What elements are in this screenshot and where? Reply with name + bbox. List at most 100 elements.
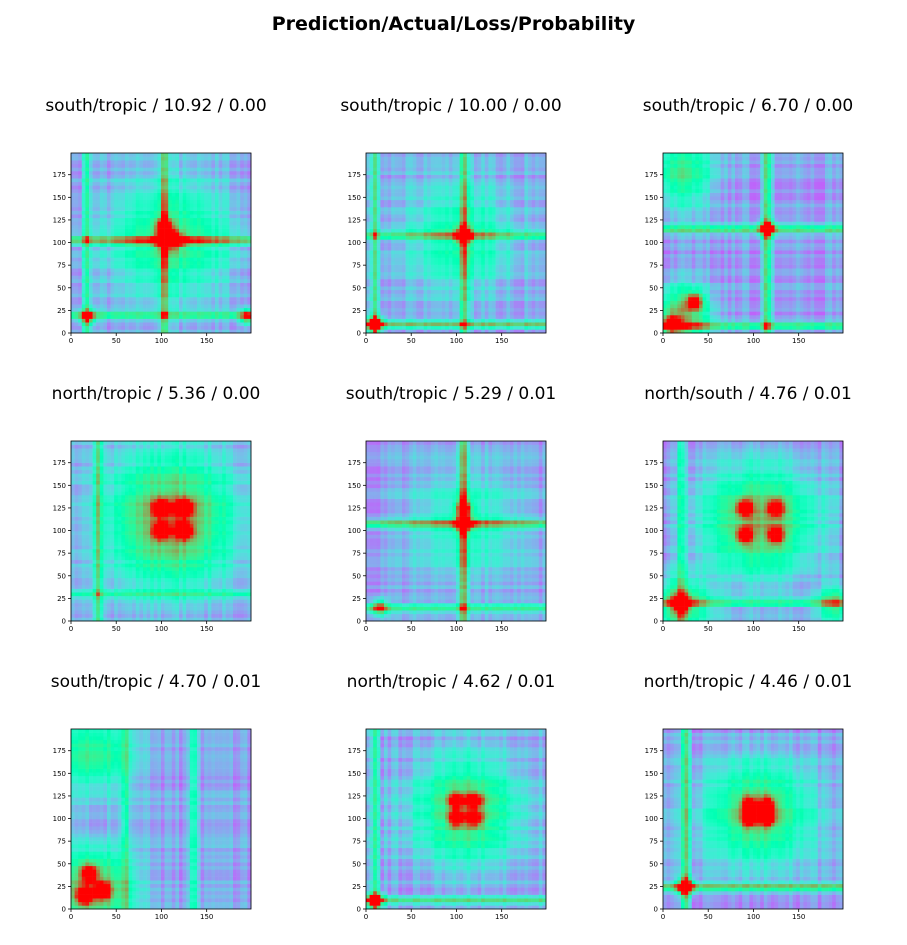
heatmap-cell	[528, 167, 532, 172]
heatmap-cell	[366, 282, 370, 287]
heatmap-cell	[405, 217, 410, 222]
heatmap-cell	[157, 178, 162, 183]
heatmap-cell	[121, 196, 126, 201]
heatmap-cell	[484, 199, 489, 204]
heatmap-cell	[495, 297, 500, 301]
heatmap-cell	[125, 181, 129, 186]
heatmap-cell	[229, 253, 234, 258]
heatmap-cell	[78, 253, 83, 258]
heatmap-cell	[459, 329, 464, 334]
heatmap-cell	[463, 300, 468, 305]
heatmap-cell	[463, 322, 468, 327]
heatmap-cell	[499, 189, 504, 193]
heatmap-cell	[157, 196, 162, 201]
heatmap-cell	[71, 210, 75, 215]
heatmap-cell	[128, 232, 133, 237]
heatmap-cell	[225, 257, 230, 262]
heatmap-cell	[452, 293, 457, 298]
heatmap-cell	[222, 185, 227, 190]
heatmap-cell	[81, 286, 86, 291]
heatmap-cell	[528, 257, 532, 262]
heatmap-cell	[430, 271, 435, 276]
heatmap-cell	[233, 315, 237, 319]
heatmap-cell	[125, 329, 129, 334]
heatmap-cell	[416, 199, 421, 204]
heatmap-cell	[186, 293, 191, 298]
heatmap-cell	[179, 329, 183, 334]
heatmap-cell	[150, 297, 155, 301]
heatmap-cell	[452, 243, 457, 247]
heatmap-cell	[107, 307, 111, 312]
heatmap-cell	[499, 318, 504, 323]
heatmap-cell	[470, 279, 475, 283]
heatmap-cell	[538, 181, 543, 186]
heatmap-cell	[474, 268, 478, 273]
heatmap-cell	[513, 268, 518, 273]
heatmap-cell	[438, 286, 442, 291]
heatmap-cell	[204, 307, 209, 312]
heatmap-cell	[161, 315, 165, 319]
heatmap-cell	[146, 307, 151, 312]
heatmap-cell	[466, 307, 471, 312]
heatmap-cell	[452, 257, 457, 262]
heatmap-cell	[387, 203, 392, 208]
heatmap-cell	[171, 199, 176, 204]
heatmap-cell	[96, 282, 101, 287]
heatmap-cell	[107, 257, 111, 262]
heatmap-cell	[420, 271, 424, 276]
heatmap-cell	[427, 232, 432, 237]
heatmap-cell	[153, 275, 158, 280]
heatmap-cell	[452, 318, 457, 323]
heatmap-cell	[110, 221, 115, 226]
heatmap-cell	[492, 192, 496, 197]
heatmap-cell	[391, 304, 396, 309]
heatmap-cell	[96, 207, 101, 211]
heatmap-cell	[535, 268, 540, 273]
heatmap-cell	[236, 232, 241, 237]
heatmap-cell	[182, 297, 187, 301]
heatmap-cell	[240, 225, 245, 229]
heatmap-cell	[369, 178, 374, 183]
heatmap-cell	[218, 232, 223, 237]
heatmap-cell	[517, 268, 522, 273]
heatmap-cell	[438, 304, 442, 309]
heatmap-cell	[538, 160, 543, 165]
heatmap-cell	[394, 178, 399, 183]
heatmap-cell	[139, 293, 144, 298]
heatmap-cell	[499, 300, 504, 305]
heatmap-cell	[542, 293, 547, 298]
heatmap-cell	[143, 307, 147, 312]
heatmap-cell	[92, 163, 97, 168]
heatmap-cell	[222, 199, 227, 204]
heatmap-cell	[179, 315, 183, 319]
heatmap-cell	[74, 246, 79, 251]
heatmap-cell	[499, 160, 504, 165]
heatmap-cell	[135, 315, 140, 319]
heatmap-cell	[499, 174, 504, 179]
heatmap-cell	[143, 232, 147, 237]
heatmap-cell	[474, 279, 478, 283]
heatmap-cell	[502, 246, 507, 251]
heatmap-cell	[121, 282, 126, 287]
heatmap-cell	[445, 217, 450, 222]
heatmap-cell	[391, 156, 396, 161]
heatmap-cell	[463, 268, 468, 273]
heatmap-cell	[423, 253, 428, 258]
heatmap-cell	[132, 293, 137, 298]
heatmap-cell	[517, 246, 522, 251]
heatmap-cell	[492, 329, 496, 334]
heatmap-cell	[524, 178, 529, 183]
heatmap-cell	[236, 307, 241, 312]
heatmap-cell	[236, 293, 241, 298]
heatmap-cell	[175, 289, 180, 294]
heatmap-cell	[236, 289, 241, 294]
heatmap-cell	[517, 322, 522, 327]
heatmap-cell	[409, 286, 414, 291]
heatmap-cell	[481, 156, 486, 161]
heatmap-cell	[161, 232, 165, 237]
heatmap-panel: south/tropic / 10.92 / 0.00 0 50 100 150 0 25 5…	[38, 96, 308, 366]
heatmap-cell	[402, 264, 406, 269]
panel-title: south/tropic / 10.92 / 0.00	[21, 96, 291, 116]
heatmap-cell	[189, 261, 194, 265]
heatmap-cell	[247, 235, 252, 240]
